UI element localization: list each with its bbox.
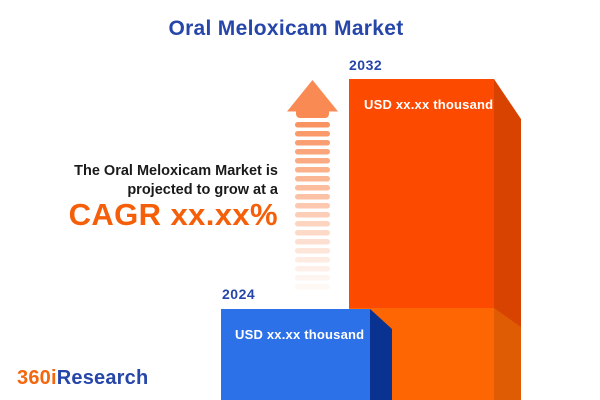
- arrow-stripes: [295, 122, 330, 290]
- annotation-block: The Oral Meloxicam Market is projected t…: [30, 162, 278, 232]
- brand-logo: 360iResearch: [17, 367, 148, 390]
- bar-2024-face: [221, 309, 370, 400]
- bar-2032-side-lower-segment: [494, 308, 521, 400]
- year-label-2032: 2032: [349, 57, 383, 73]
- cagr-text: CAGR xx.xx%: [68, 197, 278, 232]
- page-title: Oral Meloxicam Market: [168, 17, 404, 40]
- value-label-2032: USD xx.xx thousand: [364, 97, 494, 112]
- bar-2024: [221, 309, 392, 400]
- year-label-2024: 2024: [222, 286, 256, 302]
- logo-suffix: Research: [56, 367, 149, 389]
- growth-arrow-icon: [287, 80, 338, 290]
- arrow-neck: [296, 101, 329, 118]
- annotation-line-2: projected to grow at a: [127, 182, 278, 198]
- bar-2024-side: [370, 309, 392, 400]
- annotation-line-1: The Oral Meloxicam Market is: [74, 163, 278, 179]
- logo-prefix: 360i: [17, 367, 57, 389]
- value-label-2024: USD xx.xx thousand: [235, 327, 365, 342]
